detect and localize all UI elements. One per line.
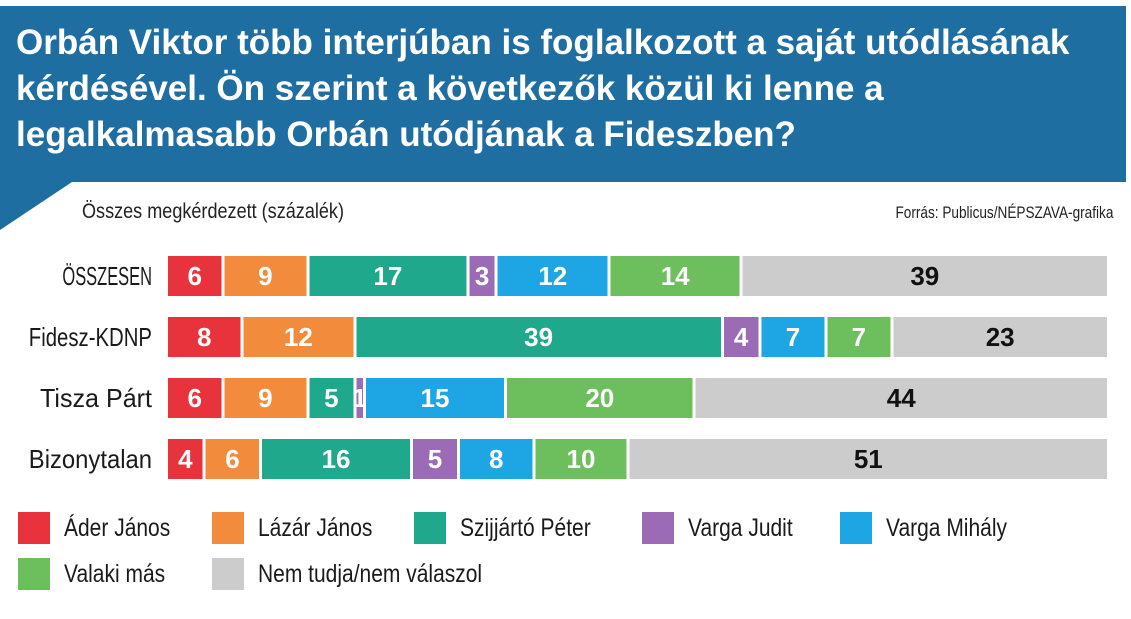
bar-segment — [309, 378, 354, 418]
bar-value-label: 20 — [585, 383, 614, 413]
legend-item: Valaki más — [18, 558, 184, 590]
row-label: ÖSSZESEN — [62, 261, 152, 291]
legend-item: Áder János — [18, 512, 190, 544]
bar-segment — [168, 317, 241, 357]
title-banner: Orbán Viktor több interjúban is foglalko… — [0, 6, 1126, 182]
legend-item: Nem tudja/nem válaszol — [212, 558, 525, 590]
bar-value-label: 12 — [284, 322, 313, 352]
bar-value-label: 6 — [188, 261, 202, 291]
bar-value-label: 17 — [373, 261, 402, 291]
bar-value-label: 7 — [786, 322, 800, 352]
title-banner-tail — [0, 182, 72, 230]
legend-item: Szijjártó Péter — [414, 512, 616, 544]
chart-title: Orbán Viktor több interjúban is foglalko… — [16, 23, 1070, 154]
bar-segment — [356, 378, 363, 418]
row-label: Fidesz-KDNP — [29, 322, 152, 352]
bar-value-label: 51 — [854, 444, 883, 474]
bar-segment — [610, 256, 740, 296]
bar-segment — [629, 439, 1107, 479]
bar-value-label: 1 — [352, 383, 366, 413]
legend-item: Varga Mihály — [840, 512, 1030, 544]
legend-swatch — [840, 512, 872, 544]
bar-segment — [469, 256, 495, 296]
bar-value-label: 3 — [475, 261, 489, 291]
bar-segment — [723, 317, 759, 357]
bar-segment — [507, 378, 693, 418]
bar-value-label: 23 — [986, 322, 1015, 352]
legend-swatch — [414, 512, 446, 544]
bar-value-label: 16 — [322, 444, 351, 474]
source-credit: Forrás: Publicus/NÉPSZAVA-grafika — [895, 203, 1113, 222]
bar-segment — [365, 378, 505, 418]
bar-value-label: 4 — [734, 322, 749, 352]
bar-value-label: 5 — [324, 383, 338, 413]
bar-segment — [695, 378, 1107, 418]
legend-item: Varga Judit — [642, 512, 813, 544]
bar-value-label: 9 — [258, 383, 272, 413]
bar-value-label: 39 — [910, 261, 939, 291]
legend-label: Varga Mihály — [886, 513, 1007, 542]
row-label: Tisza Párt — [40, 383, 153, 413]
bar-value-label: 8 — [489, 444, 503, 474]
bar-segment — [497, 256, 608, 296]
legend-label: Varga Judit — [688, 513, 793, 542]
bar-segment — [243, 317, 354, 357]
legend-label: Nem tudja/nem válaszol — [258, 559, 483, 588]
bar-segment — [761, 317, 825, 357]
legend-swatch — [18, 558, 50, 590]
legend-label: Áder János — [64, 513, 171, 542]
bar-value-label: 6 — [225, 444, 239, 474]
bar-segment — [356, 317, 721, 357]
bar-value-label: 39 — [524, 322, 553, 352]
bar-segment — [742, 256, 1107, 296]
bar-value-label: 10 — [567, 444, 596, 474]
bar-segment — [412, 439, 458, 479]
bar-value-label: 5 — [428, 444, 442, 474]
legend-label: Lázár János — [258, 513, 373, 542]
legend-swatch — [212, 512, 244, 544]
bar-segment — [460, 439, 533, 479]
row-label: Bizonytalan — [29, 444, 152, 474]
legend-label: Valaki más — [64, 559, 166, 588]
legend-label: Szijjártó Péter — [460, 513, 591, 542]
bar-segment — [893, 317, 1107, 357]
bar-segment — [535, 439, 627, 479]
bar-segment — [168, 256, 222, 296]
legend-swatch — [642, 512, 674, 544]
bar-value-label: 44 — [887, 383, 916, 413]
legend-swatch — [212, 558, 244, 590]
bar-segment — [224, 256, 307, 296]
bar-value-label: 8 — [197, 322, 211, 352]
legend-item: Lázár János — [212, 512, 394, 544]
bar-value-label: 15 — [421, 383, 450, 413]
chart-subtitle: Összes megkérdezett (százalék) — [82, 200, 344, 223]
bar-value-label: 6 — [188, 383, 202, 413]
bar-value-label: 7 — [852, 322, 866, 352]
bar-segment — [168, 439, 203, 479]
bar-value-label: 4 — [178, 444, 193, 474]
legend-swatch — [18, 512, 50, 544]
bar-segment — [262, 439, 410, 479]
bar-segment — [205, 439, 260, 479]
bar-segment — [309, 256, 467, 296]
bar-segment — [224, 378, 307, 418]
bar-value-label: 9 — [258, 261, 272, 291]
bar-segment — [827, 317, 891, 357]
bar-segment — [168, 378, 222, 418]
bar-value-label: 14 — [661, 261, 690, 291]
bar-value-label: 12 — [538, 261, 567, 291]
